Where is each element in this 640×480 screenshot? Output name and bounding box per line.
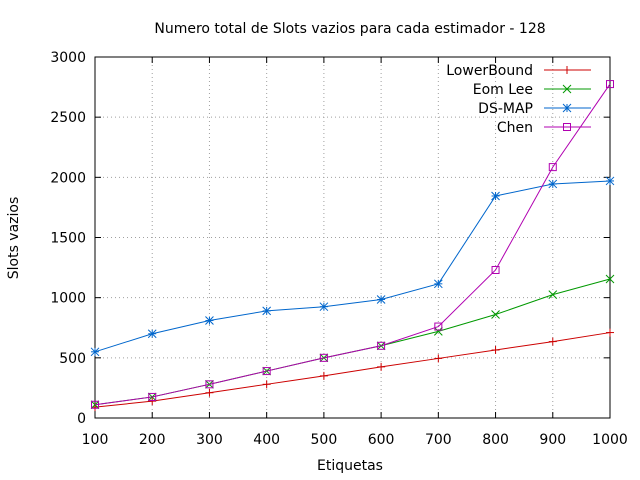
data-point: [491, 310, 500, 319]
y-tick-label: 1000: [50, 291, 86, 307]
series-line: [94, 332, 611, 408]
x-axis-label: Etiquetas: [317, 458, 383, 474]
y-tick-label: 0: [77, 411, 86, 427]
y-tick-label: 500: [59, 351, 86, 367]
legend-item: DS-MAP: [478, 101, 591, 117]
data-point: [548, 290, 558, 300]
data-point: [434, 354, 443, 363]
data-point: [90, 400, 100, 410]
x-tick-label: 700: [425, 432, 452, 448]
y-tick-label: 1500: [50, 231, 86, 247]
data-point: [434, 322, 443, 331]
series-group: [90, 80, 615, 412]
x-tick-label: 400: [253, 432, 280, 448]
data-point: [148, 392, 157, 401]
data-point: [91, 400, 99, 409]
y-tick-label: 2000: [50, 170, 86, 186]
legend-item: LowerBound: [446, 63, 591, 79]
data-point: [90, 347, 100, 357]
data-point: [205, 388, 214, 397]
data-point: [548, 337, 557, 346]
data-point: [262, 367, 271, 376]
data-point: [433, 279, 443, 289]
x-tick-label: 600: [368, 432, 395, 448]
x-tick-label: 100: [82, 432, 109, 448]
x-tick-label: 800: [482, 432, 509, 448]
legend-marker: [563, 66, 571, 74]
legend-label: Chen: [497, 120, 533, 136]
data-point: [433, 327, 443, 336]
series-lowerbound: [91, 328, 614, 412]
data-point: [548, 179, 558, 189]
data-point: [376, 295, 386, 304]
x-tick-label: 200: [139, 432, 166, 448]
series-line: [94, 278, 611, 406]
data-point: [319, 302, 329, 312]
data-point: [262, 380, 271, 389]
series-eom-lee: [90, 274, 615, 410]
x-tick-label: 300: [196, 432, 223, 448]
series-ds-map: [90, 176, 615, 357]
x-tick-label: 1000: [592, 432, 628, 448]
data-point: [605, 274, 615, 284]
legend-marker: [562, 84, 572, 94]
legend-label: LowerBound: [446, 63, 533, 79]
y-tick-label: 2500: [50, 110, 86, 126]
data-point: [205, 380, 214, 389]
data-point: [319, 371, 328, 380]
data-point: [262, 306, 272, 316]
data-point: [147, 329, 157, 339]
data-point: [491, 346, 500, 355]
data-point: [491, 265, 500, 274]
grid: [95, 57, 610, 418]
legend: LowerBound Eom Lee DS-MAP Chen: [446, 63, 591, 136]
series-line: [94, 83, 611, 406]
y-axis-label: Slots vazios: [6, 197, 22, 280]
series-chen: [91, 80, 614, 409]
series-line: [94, 180, 611, 353]
data-point: [606, 80, 614, 89]
data-point: [491, 191, 500, 201]
legend-label: DS-MAP: [478, 101, 533, 117]
data-point: [205, 316, 214, 325]
data-point: [319, 353, 328, 362]
x-tick-label: 900: [539, 432, 566, 448]
x-tick-label: 500: [311, 432, 338, 448]
data-point: [377, 341, 386, 350]
legend-marker: [563, 123, 571, 131]
data-point: [377, 362, 386, 371]
data-point: [605, 176, 615, 186]
legend-marker: [562, 103, 572, 113]
legend-item: Chen: [497, 120, 591, 136]
legend-label: Eom Lee: [473, 82, 533, 98]
chart-title: Numero total de Slots vazios para cada e…: [154, 21, 545, 37]
data-point: [548, 163, 557, 172]
data-point: [148, 397, 157, 406]
y-tick-label: 3000: [50, 50, 86, 66]
legend-item: Eom Lee: [473, 82, 591, 98]
data-point: [606, 328, 614, 337]
axis-ticks: 0 500 1000 1500 2000 2500 3000 100 200 300 400 500 6…: [50, 50, 627, 448]
